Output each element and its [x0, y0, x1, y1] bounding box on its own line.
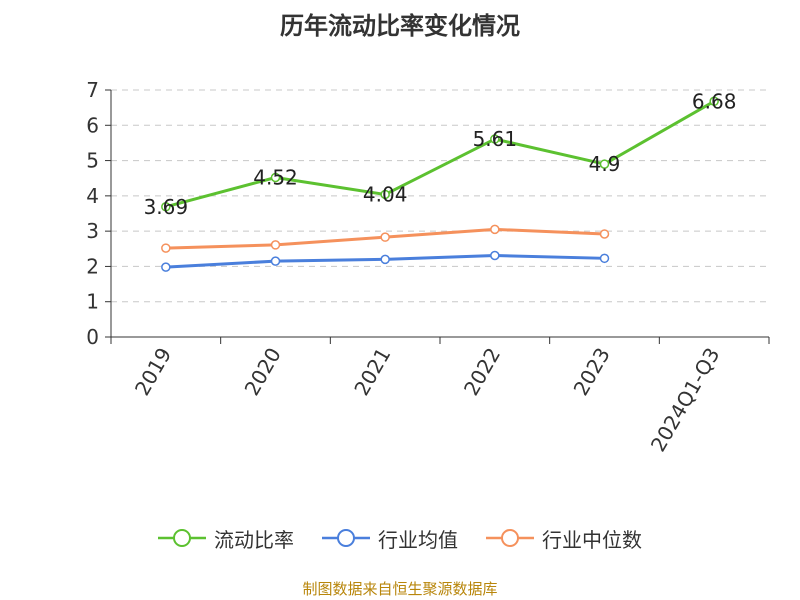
data-point — [270, 240, 281, 250]
data-label: 5.61 — [473, 127, 518, 151]
legend-label: 行业均值 — [378, 527, 458, 552]
data-point — [599, 253, 610, 264]
x-tick-label: 2020 — [240, 344, 286, 400]
legend-item-industry-mean[interactable]: 行业均值 — [322, 524, 458, 553]
data-label: 4.9 — [589, 152, 621, 176]
data-point — [599, 159, 610, 169]
data-point — [380, 189, 390, 200]
x-tick-label: 2019 — [130, 344, 176, 400]
line-chart: 0 1 2 3 4 5 6 7 2019 2020 2021 2022 2023 2024Q1-Q3 3.… — [86, 78, 770, 456]
y-tick-label: 4 — [86, 184, 99, 208]
data-point — [380, 254, 390, 265]
y-tick-label: 2 — [86, 254, 99, 278]
x-tick-label: 2021 — [349, 344, 395, 400]
y-tick-label: 6 — [86, 113, 99, 137]
legend-item-current-ratio[interactable]: 流动比率 — [158, 524, 294, 553]
legend-label: 流动比率 — [214, 527, 294, 552]
y-tick-label: 1 — [86, 290, 99, 314]
x-tick-label: 2024Q1-Q3 — [646, 344, 725, 456]
data-point — [490, 224, 500, 235]
data-point — [380, 232, 390, 242]
series-layer — [161, 96, 719, 272]
data-label-layer: 3.69 4.52 4.04 5.61 4.9 6.68 — [144, 89, 737, 219]
legend-marker-current-ratio — [158, 529, 206, 547]
y-tick-label: 0 — [86, 325, 99, 349]
legend-marker-industry-median — [486, 529, 534, 547]
data-label: 4.04 — [363, 182, 408, 206]
y-tick-label: 5 — [86, 149, 99, 173]
data-label: 3.69 — [144, 195, 189, 219]
data-point — [709, 96, 719, 107]
legend-item-industry-median[interactable]: 行业中位数 — [486, 524, 642, 553]
x-tick-label: 2023 — [569, 344, 615, 400]
data-point — [161, 262, 171, 272]
data-point — [270, 256, 281, 266]
data-point — [270, 172, 281, 183]
data-point — [490, 134, 500, 144]
legend-marker-industry-mean — [322, 529, 370, 547]
chart-title: 历年流动比率变化情况 — [280, 12, 520, 40]
data-point — [490, 250, 500, 261]
data-point — [161, 243, 171, 253]
data-point — [599, 229, 610, 239]
source-note: 制图数据来自恒生聚源数据库 — [302, 580, 498, 598]
legend: 流动比率 行业均值 行业中位数 — [0, 520, 800, 556]
x-tick-label: 2022 — [459, 344, 505, 400]
y-tick-label: 3 — [86, 219, 99, 243]
y-tick-label: 7 — [86, 78, 99, 102]
data-label: 4.52 — [253, 166, 298, 190]
legend-label: 行业中位数 — [542, 527, 642, 552]
data-label: 6.68 — [692, 89, 737, 113]
data-point — [161, 202, 171, 212]
series-line — [165, 99, 715, 209]
